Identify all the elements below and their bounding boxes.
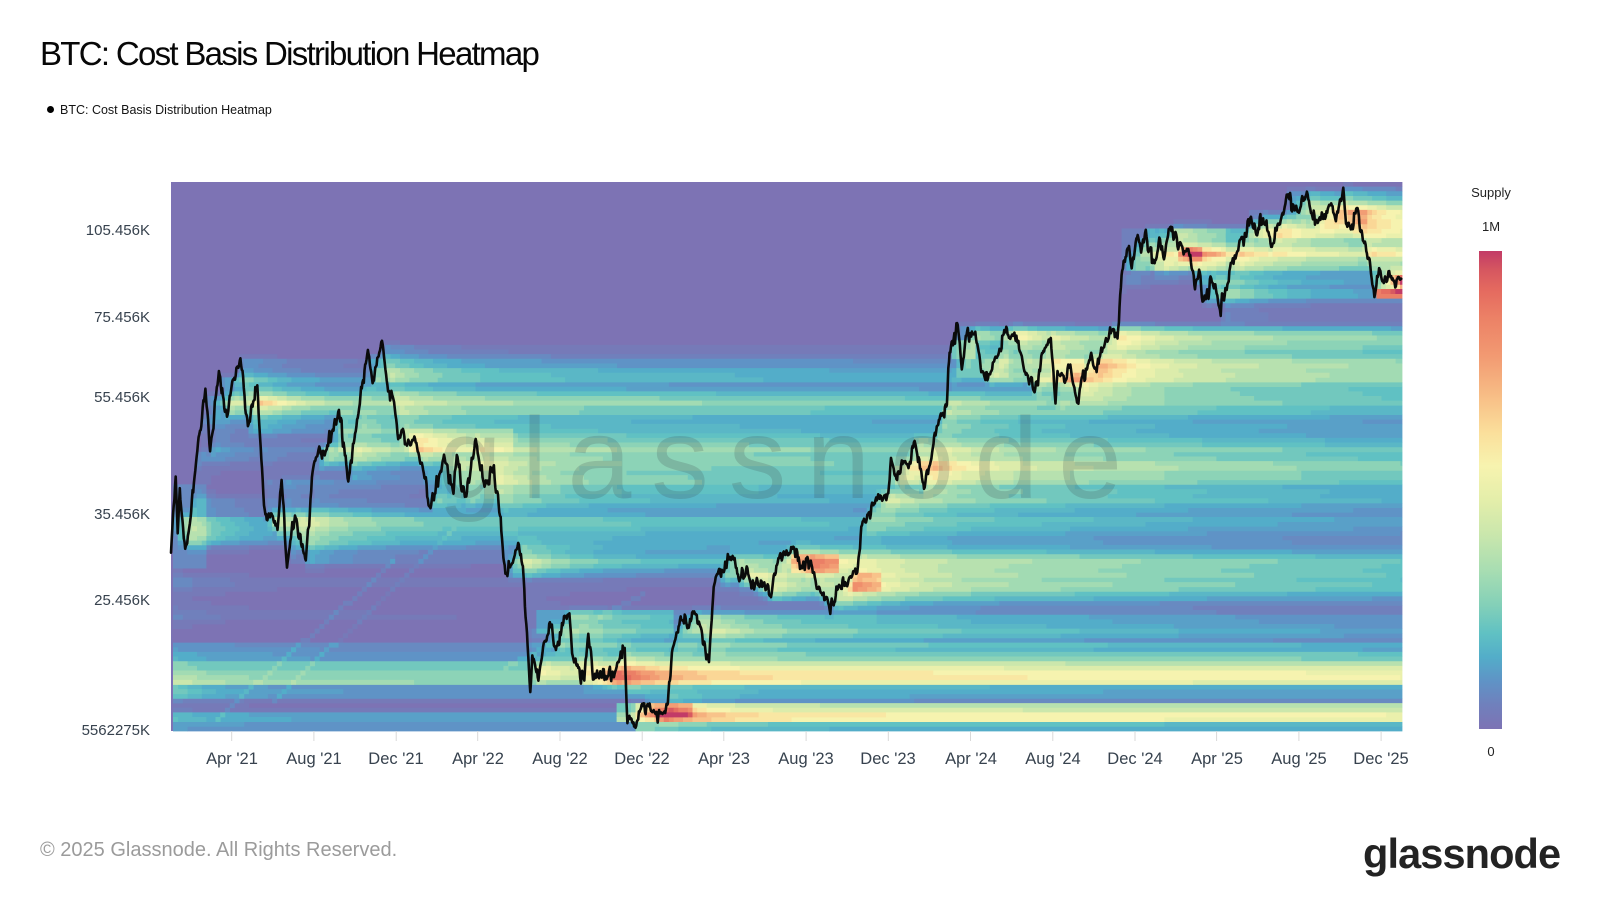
svg-text:glassnode: glassnode <box>438 395 1142 523</box>
